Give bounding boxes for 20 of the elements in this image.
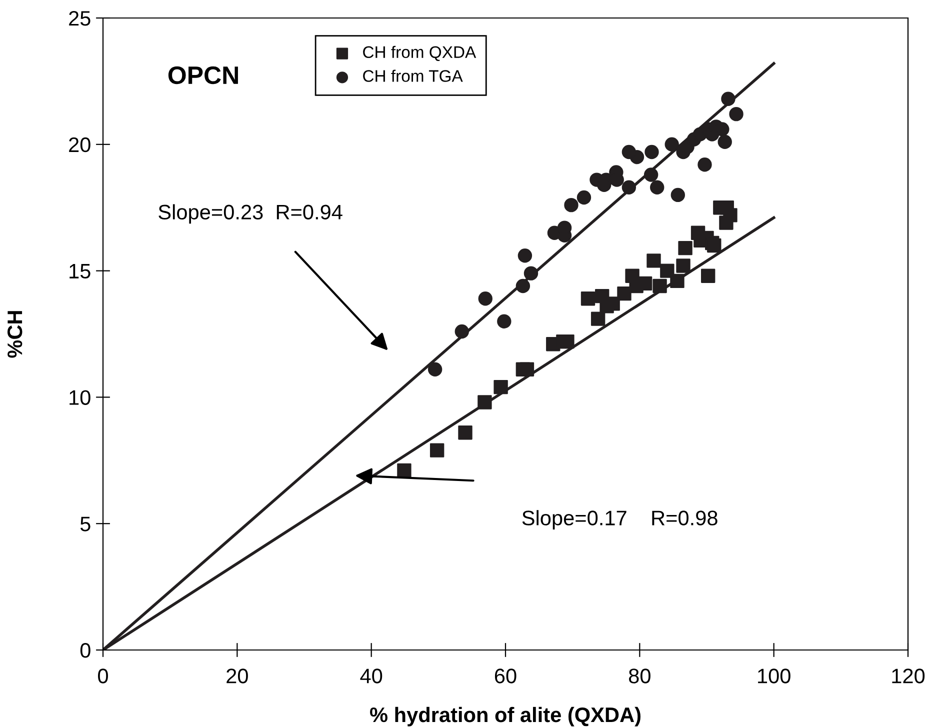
x-axis-title: % hydration of alite (QXDA) [370, 706, 640, 726]
y-tick-label: 20 [69, 137, 90, 152]
legend-label: CH from TGA [363, 70, 463, 82]
annotation: Slope=0.17 R=0.98 [522, 510, 718, 530]
legend-label: CH from QXDA [363, 46, 476, 62]
y-tick-label: 10 [70, 390, 90, 405]
annotation: Slope=0.23 R=0.94 [158, 204, 342, 224]
annotation: OPCN [168, 66, 238, 84]
x-tick-label: 120 [892, 668, 925, 684]
y-tick-label: 5 [80, 516, 90, 532]
x-tick-label: 40 [360, 668, 382, 684]
y-tick-label: 25 [69, 11, 90, 26]
x-tick-label: 80 [628, 668, 650, 684]
x-tick-label: 60 [494, 668, 516, 684]
y-axis-title: %CH [7, 311, 22, 358]
y-tick-label: 0 [80, 643, 90, 658]
y-tick-label: 15 [70, 264, 90, 279]
x-tick-label: 20 [226, 668, 248, 684]
x-tick-label: 100 [758, 668, 790, 684]
x-tick-label: 0 [98, 668, 108, 684]
